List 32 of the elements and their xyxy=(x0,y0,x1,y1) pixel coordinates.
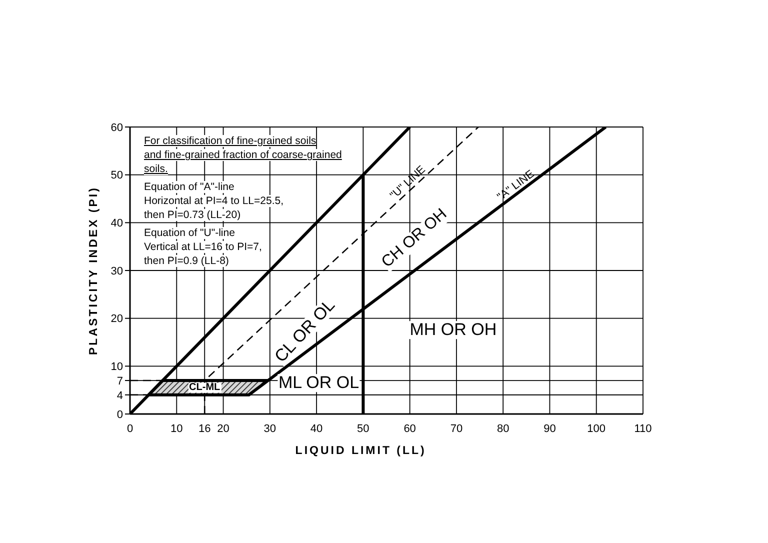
x-tick-label: 0 xyxy=(126,422,134,435)
annotation: Equation of "A"-line Horizontal at PI=4 to LL=25.5, then PI=0.73 (LL-20) xyxy=(144,181,284,221)
annotation: MH OR OH xyxy=(408,320,498,339)
y-tick-label: 20 xyxy=(110,313,123,326)
y-tick-label: 50 xyxy=(110,170,123,182)
x-axis-title: LIQUID LIMIT (LL) xyxy=(295,445,426,457)
y-tick-label: 30 xyxy=(110,265,123,278)
x-tick-label: 10 xyxy=(170,422,183,435)
x-tick-label: 16 xyxy=(198,422,211,435)
x-tick-label: 100 xyxy=(587,422,606,435)
x-tick-label: 30 xyxy=(264,422,276,435)
x-tick-label: 90 xyxy=(544,422,556,435)
annotation: Equation of "U"-line Vertical at LL=16 to PI=7, then PI=0.9 (LL-8) xyxy=(144,227,262,267)
annotation: CH OR OH xyxy=(378,206,452,272)
x-tick-label: 110 xyxy=(634,422,652,435)
annotation: CL OR OL xyxy=(270,295,339,366)
annotation: ML OR OL xyxy=(277,373,360,392)
x-tick-label: 70 xyxy=(450,422,463,435)
y-tick-label: 0 xyxy=(116,408,123,421)
annotation: CL-ML xyxy=(188,381,222,393)
y-tick-label: 40 xyxy=(110,218,123,230)
x-tick-label: 80 xyxy=(496,422,510,435)
y-tick-label: 60 xyxy=(110,122,123,134)
x-tick-label: 50 xyxy=(357,422,370,435)
y-axis-title: PLASTICITY INDEX (PI) xyxy=(88,186,100,355)
x-tick-label: 20 xyxy=(217,422,230,435)
x-tick-label: 40 xyxy=(310,422,323,435)
y-tick-label: 4 xyxy=(116,390,123,402)
x-tick-label: 60 xyxy=(404,422,416,435)
y-tick-label: 10 xyxy=(110,361,123,374)
y-tick-label: 7 xyxy=(116,375,123,388)
text: For classification of fine-grained soils and fine-grained fraction of coarse-grained soils. xyxy=(144,135,342,175)
